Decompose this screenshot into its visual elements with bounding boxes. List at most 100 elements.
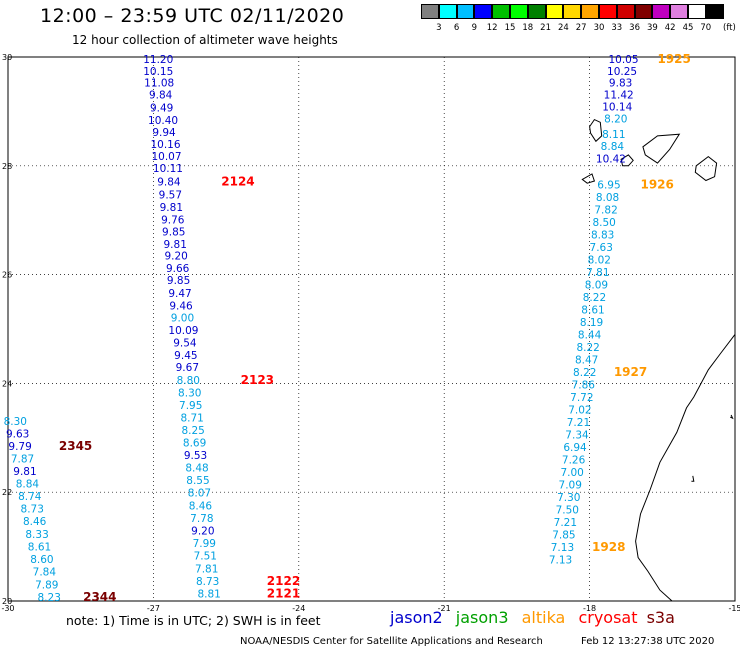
swh-value: 10.42 [596,154,626,166]
swh-value: 9.84 [149,90,173,102]
legend-swatch [705,4,724,19]
swh-value: 8.07 [188,488,211,500]
legend-label: 6 [453,23,460,33]
legend-swatch [474,4,493,19]
map-frame [7,56,736,602]
swh-value: 9.81 [164,239,187,251]
sat-altika: altika [521,608,566,627]
swh-value: 7.13 [549,555,572,567]
island-tenerife [642,133,681,164]
swh-value: 8.46 [189,500,213,512]
legend-label: 30 [593,23,605,33]
y-tick-label: 28 [2,162,12,171]
sat-s3a: s3a [646,608,675,627]
swh-value: 8.71 [180,413,203,425]
swh-value: 8.19 [580,317,603,329]
legend-unit: (ft) [723,23,736,33]
swh-value: 8.09 [585,279,608,291]
swh-value: 9.84 [157,177,181,189]
legend-swatch [688,4,706,19]
island-el-hierro [581,173,596,184]
swh-value: 7.00 [560,467,583,479]
swh-value: 7.34 [565,430,589,442]
legend-swatch [599,4,617,19]
legend-label: 36 [629,23,640,33]
sat-cryosat: cryosat [578,608,638,627]
swh-value: 7.72 [570,392,593,404]
swh-value: 8.73 [196,576,219,588]
swh-value: 7.81 [586,267,609,279]
legend-swatch [670,4,688,19]
x-tick-label: -21 [438,604,451,613]
footer-note: note: 1) Time is in UTC; 2) SWH is in fe… [66,613,321,628]
swh-value: 8.50 [592,217,615,229]
legend-swatch [456,4,475,19]
legend-swatch [581,4,599,19]
island-gran-canaria [694,155,718,182]
swh-value: 7.86 [572,379,596,391]
pass-time-label: 2121 [267,586,300,600]
swh-value: 8.08 [596,192,619,204]
y-tick-label: 26 [2,271,12,280]
legend-swatch [616,4,635,19]
swh-value: 7.26 [562,455,586,467]
x-tick-label: -18 [583,604,596,613]
page-title: 12:00 – 23:59 UTC 02/11/2020 [40,5,345,27]
track-2345-2344: 8.309.639.797.879.818.848.748.738.468.33… [4,416,117,604]
swh-value: 8.25 [181,425,204,437]
swh-value: 7.21 [554,517,577,529]
swh-value: 8.83 [591,229,614,241]
altimeter-tracks: 11.2010.1511.089.849.4910.409.9410.1610.… [4,52,691,604]
pass-time-label: 2345 [59,439,92,453]
swh-value: 10.25 [607,66,637,78]
swh-value: 7.63 [590,242,613,254]
swh-value: 7.99 [193,538,216,550]
swh-value: 8.60 [30,554,53,566]
island-la-gomera [620,154,634,167]
swh-value: 9.00 [171,313,194,325]
swh-value: 7.30 [557,492,580,504]
sat-jason2: jason2 [390,608,443,627]
swh-value: 10.16 [150,139,180,151]
swh-value: 7.21 [567,417,590,429]
swh-value: 8.84 [601,141,625,153]
swh-value: 9.76 [161,215,185,227]
swh-value: 9.49 [150,103,173,115]
coast-mark [729,414,734,420]
swh-value: 9.67 [176,362,199,374]
legend-swatch [563,4,582,19]
x-tick-label: -24 [292,604,305,613]
legend-label: 45 [682,23,694,33]
swh-value: 9.57 [159,190,182,202]
swh-value: 9.20 [191,525,214,537]
swh-value: 10.15 [143,66,173,78]
legend-label: 9 [471,23,478,33]
pass-time-label: 1925 [657,52,690,66]
swh-value: 8.30 [178,388,201,400]
swh-value: 8.46 [23,516,47,528]
pass-time-label: 2122 [267,574,300,588]
legend-label: 33 [611,23,623,33]
swh-value: 8.23 [38,592,61,604]
timestamp: Feb 12 13:27:38 UTC 2020 [581,636,715,647]
legend-label: 70 [700,23,712,33]
swh-value: 8.61 [28,542,51,554]
swh-value: 10.07 [151,151,181,163]
swh-value: 7.50 [556,505,579,517]
track-2124-2123: 11.2010.1511.089.849.4910.409.9410.1610.… [143,54,300,600]
swh-value: 7.09 [559,480,582,492]
swh-value: 8.74 [18,491,42,503]
legend-swatch [545,4,564,19]
swh-value: 8.22 [573,367,596,379]
swh-value: 7.13 [551,542,574,554]
legend-label: 3 [436,23,442,33]
legend-swatch [421,4,439,19]
swh-value: 8.20 [604,113,627,125]
swh-value: 9.94 [152,127,176,139]
page-subtitle: 12 hour collection of altimeter wave hei… [72,33,338,47]
swh-value: 7.85 [552,530,575,542]
legend-swatch [652,4,671,19]
pass-time-label: 1927 [614,365,647,379]
